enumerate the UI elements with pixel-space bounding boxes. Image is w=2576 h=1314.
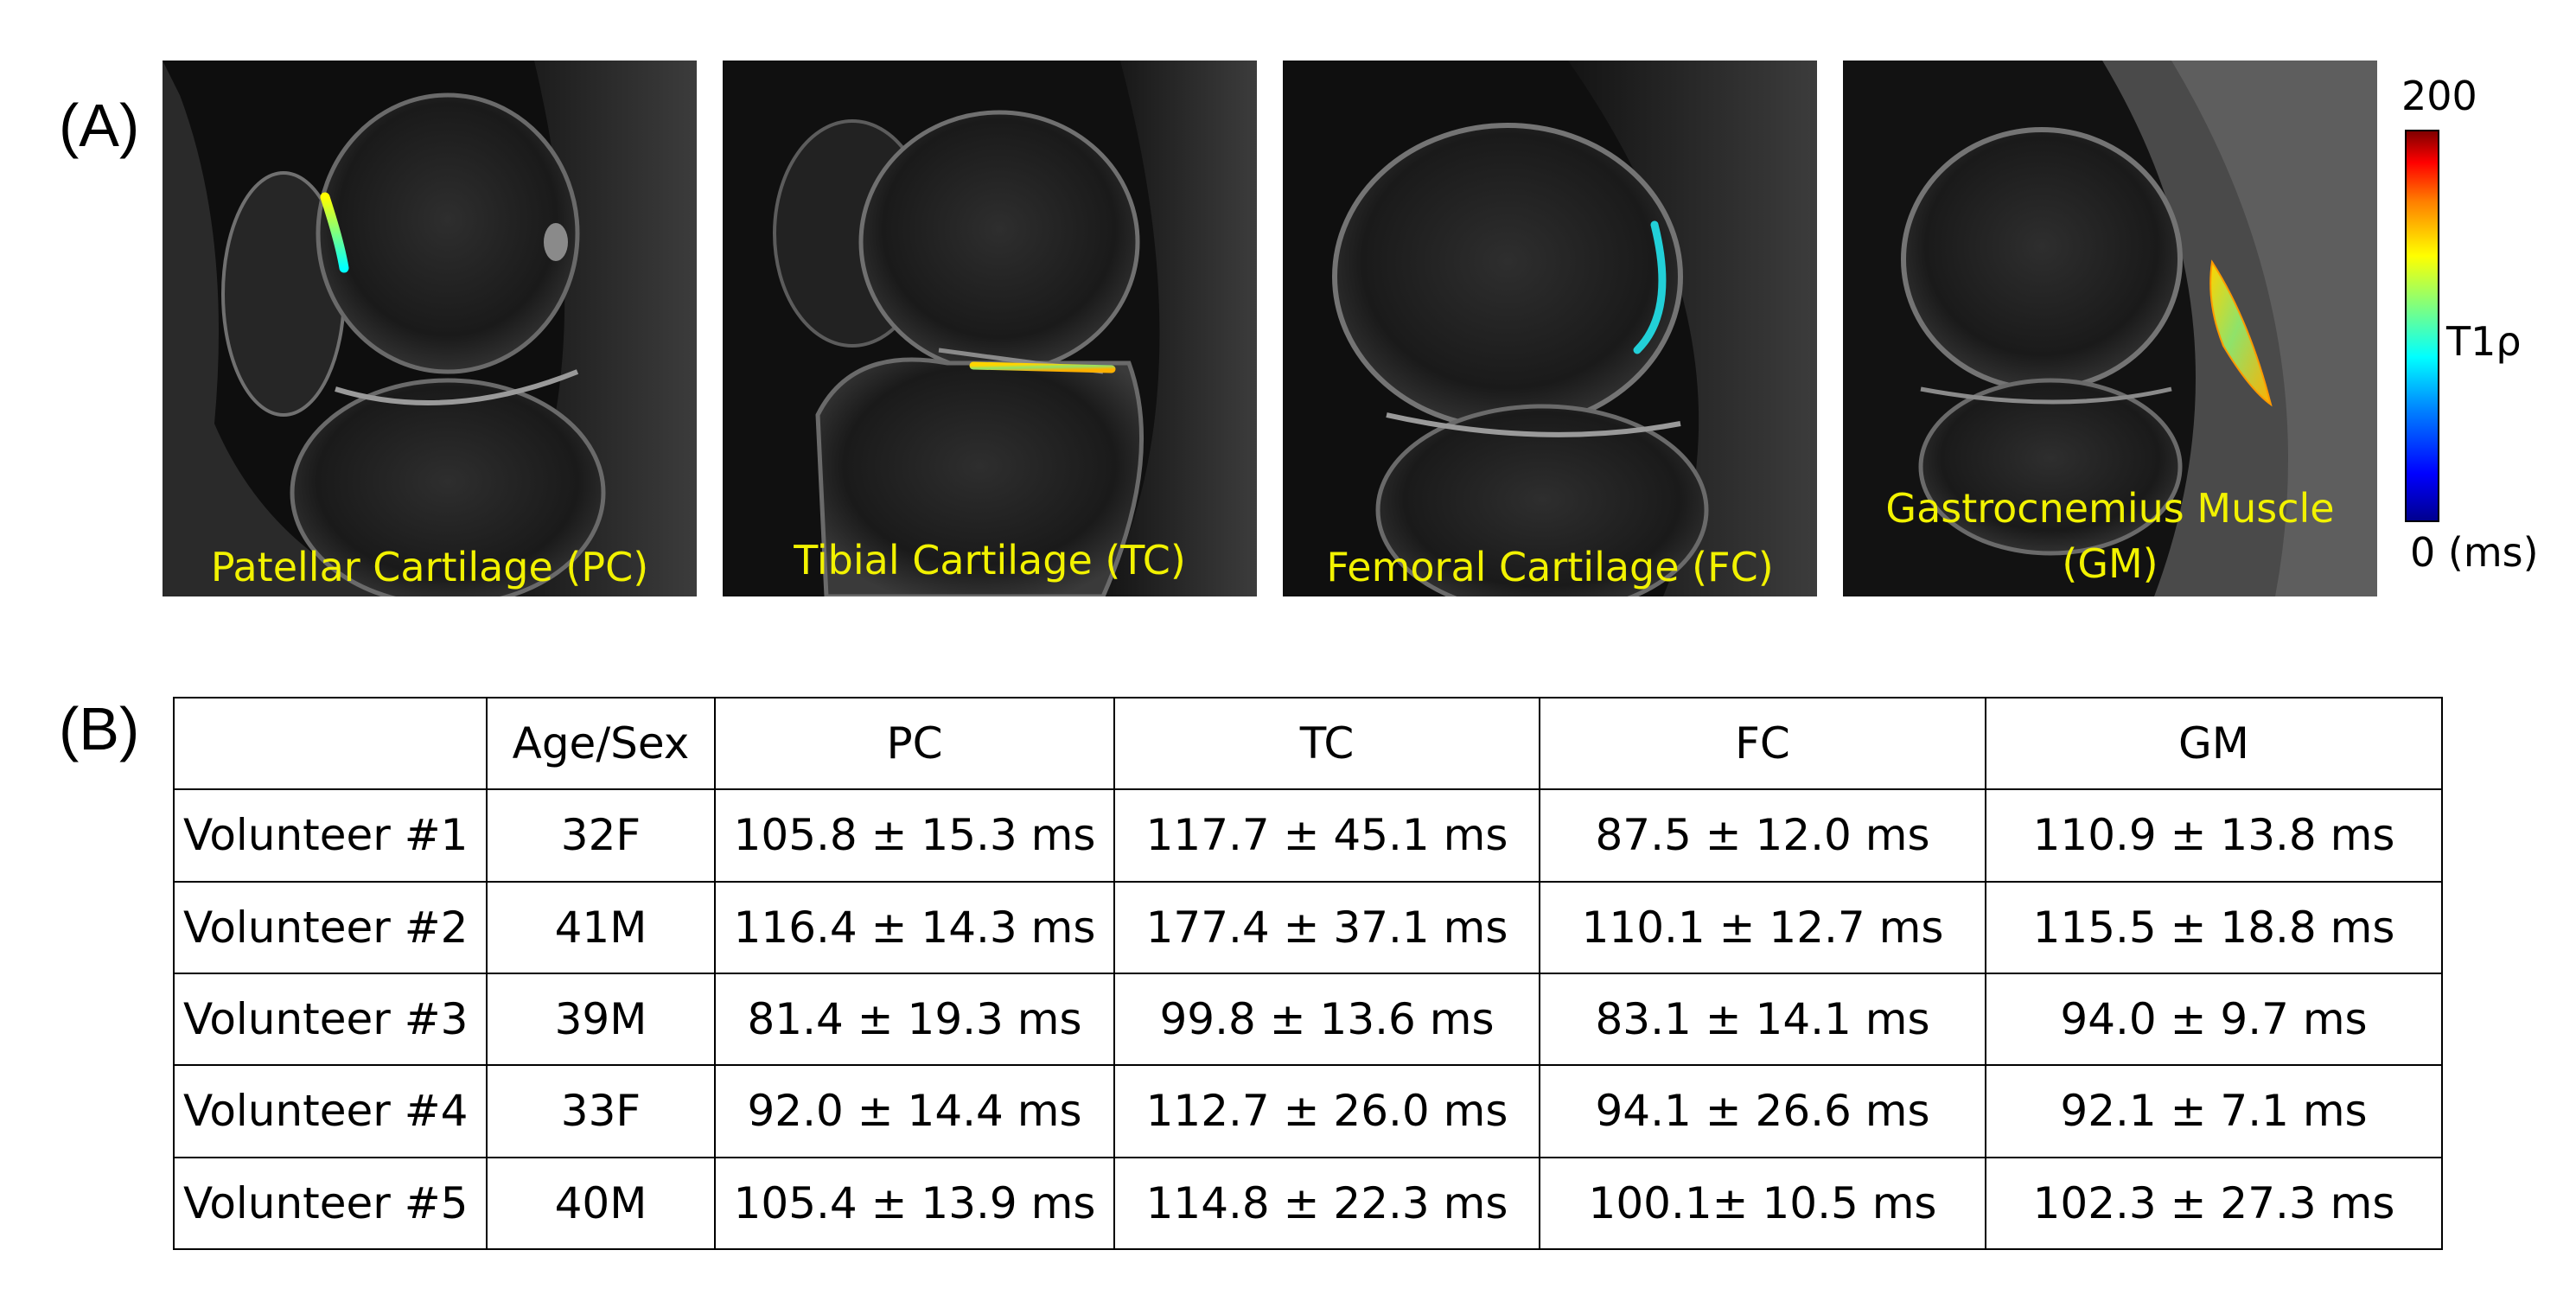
- table-cell: 94.1 ± 26.6 ms: [1539, 1064, 1986, 1158]
- table-cell: 92.0 ± 14.4 ms: [714, 1064, 1115, 1158]
- panel-b-label: (B): [59, 695, 140, 762]
- table-cell: Volunteer #4: [173, 1064, 488, 1158]
- table-cell: 105.8 ± 15.3 ms: [714, 788, 1115, 883]
- table-header-row: Age/Sex PC TC FC GM: [173, 696, 2443, 791]
- table-header: Age/Sex: [486, 696, 716, 791]
- table-header: PC: [714, 696, 1115, 791]
- table-header: TC: [1113, 696, 1540, 791]
- colorbar-min-label: 0 (ms): [2410, 529, 2539, 576]
- table-cell: 105.4 ± 13.9 ms: [714, 1156, 1115, 1251]
- table-header: GM: [1985, 696, 2443, 791]
- mri-image-patellar: Patellar Cartilage (PC): [163, 61, 697, 596]
- mri-caption: Patellar Cartilage (PC): [210, 544, 649, 590]
- table-cell: 33F: [486, 1064, 716, 1158]
- table-cell: 32F: [486, 788, 716, 883]
- table-cell: 40M: [486, 1156, 716, 1251]
- mri-caption: Femoral Cartilage (FC): [1326, 544, 1774, 590]
- mri-caption-line2: (GM): [2062, 540, 2158, 587]
- table-cell: 83.1 ± 14.1 ms: [1539, 972, 1986, 1067]
- mri-caption-line1: Gastrocnemius Muscle: [1885, 485, 2335, 532]
- table-row: Volunteer #3 39M 81.4 ± 19.3 ms 99.8 ± 1…: [173, 972, 2443, 1067]
- colorbar-title: T1ρ: [2446, 318, 2522, 365]
- table-cell: Volunteer #5: [173, 1156, 488, 1251]
- table-row: Volunteer #5 40M 105.4 ± 13.9 ms 114.8 ±…: [173, 1156, 2443, 1251]
- mri-image-femoral: Femoral Cartilage (FC): [1283, 61, 1817, 596]
- table-cell: 92.1 ± 7.1 ms: [1985, 1064, 2443, 1158]
- table-cell: 99.8 ± 13.6 ms: [1113, 972, 1540, 1067]
- table-cell: 115.5 ± 18.8 ms: [1985, 880, 2443, 974]
- table-cell: Volunteer #1: [173, 788, 488, 883]
- colorbar-max-label: 200: [2401, 73, 2477, 119]
- table-cell: 177.4 ± 37.1 ms: [1113, 880, 1540, 974]
- mri-image-tibial: Tibial Cartilage (TC): [723, 61, 1257, 596]
- mri-image-gastrocnemius: Gastrocnemius Muscle (GM): [1843, 61, 2377, 596]
- results-table: Age/Sex PC TC FC GM Volunteer #1 32F 105…: [173, 696, 2443, 1251]
- table-cell: 110.9 ± 13.8 ms: [1985, 788, 2443, 883]
- table-cell: Volunteer #2: [173, 880, 488, 974]
- table-cell: 81.4 ± 19.3 ms: [714, 972, 1115, 1067]
- table-cell: 100.1± 10.5 ms: [1539, 1156, 1986, 1251]
- colorbar: [2405, 130, 2439, 522]
- table-cell: 114.8 ± 22.3 ms: [1113, 1156, 1540, 1251]
- table-cell: 116.4 ± 14.3 ms: [714, 880, 1115, 974]
- table-header: [173, 696, 488, 791]
- table-cell: 87.5 ± 12.0 ms: [1539, 788, 1986, 883]
- table-cell: 110.1 ± 12.7 ms: [1539, 880, 1986, 974]
- panel-a-label: (A): [59, 92, 140, 159]
- table-cell: 41M: [486, 880, 716, 974]
- table-cell: 39M: [486, 972, 716, 1067]
- table-cell: 102.3 ± 27.3 ms: [1985, 1156, 2443, 1251]
- table-cell: 117.7 ± 45.1 ms: [1113, 788, 1540, 883]
- table-row: Volunteer #1 32F 105.8 ± 15.3 ms 117.7 ±…: [173, 788, 2443, 883]
- table-cell: 94.0 ± 9.7 ms: [1985, 972, 2443, 1067]
- mri-caption: Tibial Cartilage (TC): [794, 537, 1186, 584]
- table-header: FC: [1539, 696, 1986, 791]
- table-cell: 112.7 ± 26.0 ms: [1113, 1064, 1540, 1158]
- table-row: Volunteer #4 33F 92.0 ± 14.4 ms 112.7 ± …: [173, 1064, 2443, 1158]
- table-row: Volunteer #2 41M 116.4 ± 14.3 ms 177.4 ±…: [173, 880, 2443, 974]
- table-cell: Volunteer #3: [173, 972, 488, 1067]
